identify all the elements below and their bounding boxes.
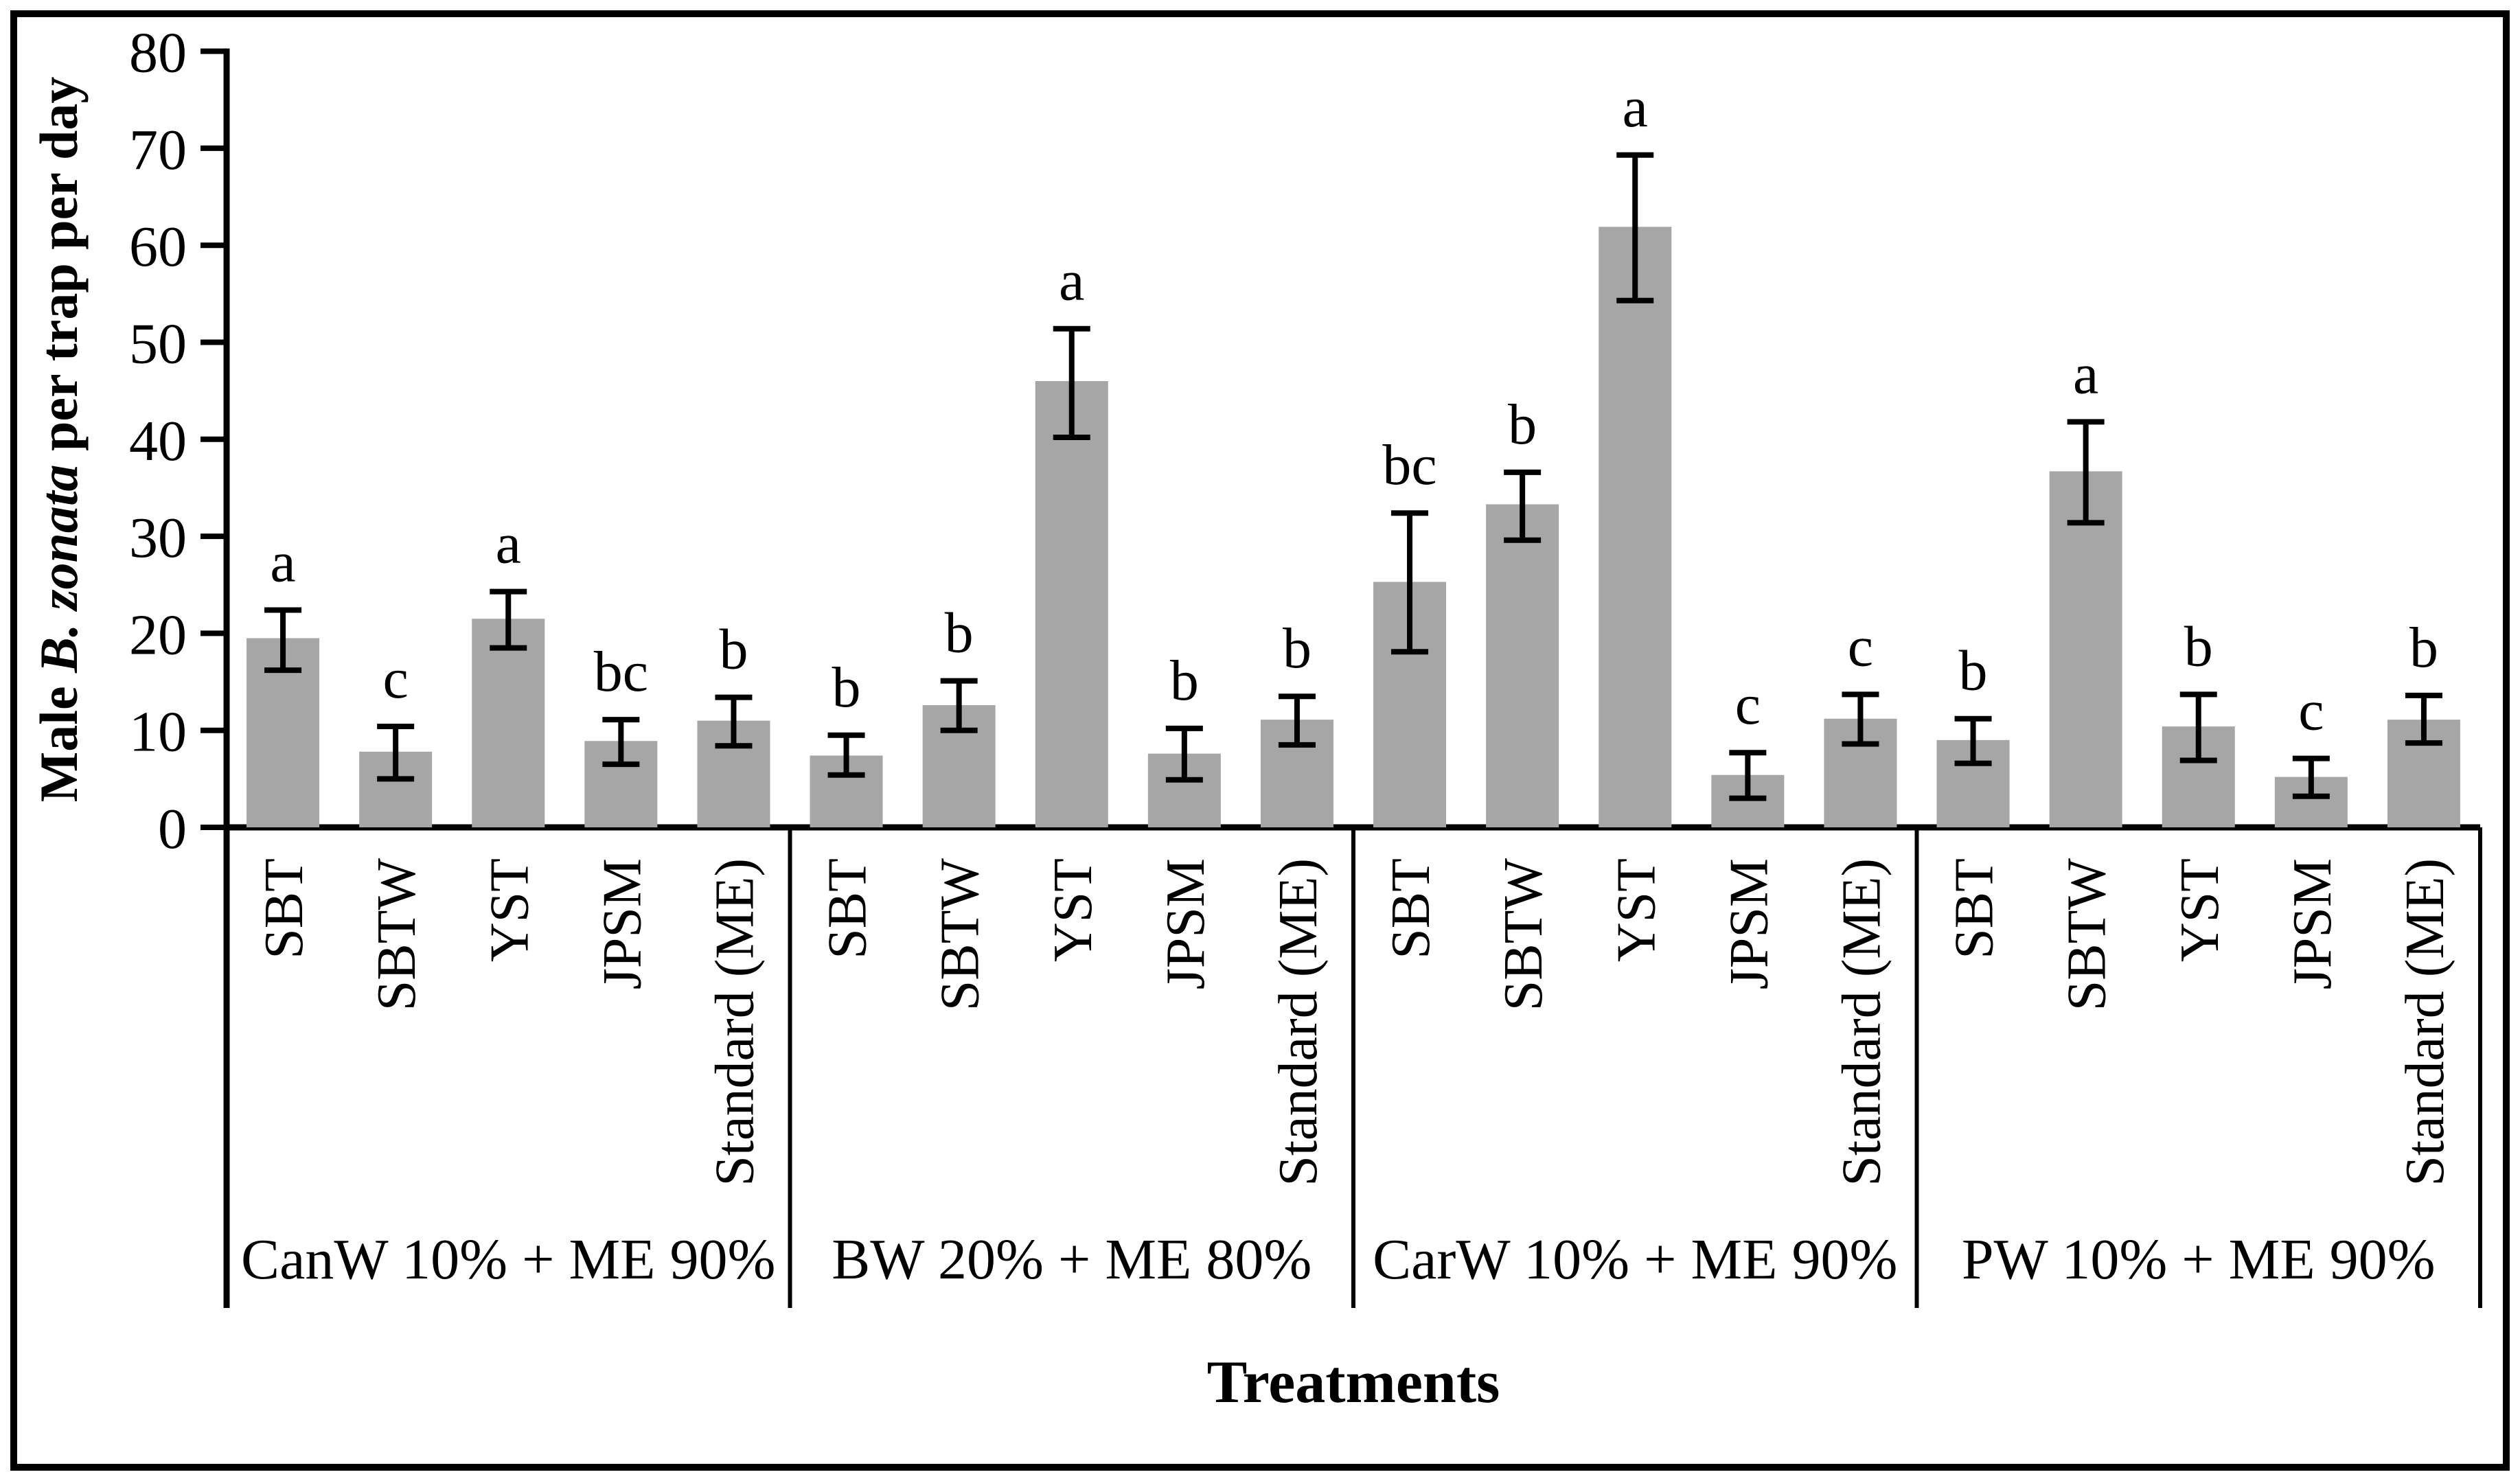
- bar-yst: [1035, 381, 1108, 827]
- y-axis-title-prefix: Male: [29, 673, 89, 802]
- significance-letter: b: [719, 618, 748, 682]
- bar-sbtw: [1486, 504, 1559, 827]
- y-tick-label: 10: [129, 700, 187, 764]
- y-tick-label: 30: [129, 506, 187, 570]
- chart-plot-area: 01020304050607080aSBTcSBTWaYSTbcJPSMbSta…: [10, 10, 2510, 1471]
- x-category-label: SBTW: [2057, 858, 2118, 1011]
- group-label: PW 10% + ME 90%: [1962, 1228, 2436, 1291]
- x-category-label: Standard (ME): [705, 858, 765, 1186]
- x-category-label: YST: [1043, 858, 1103, 962]
- significance-letter: b: [832, 656, 861, 720]
- y-tick-label: 40: [129, 409, 187, 473]
- x-category-label: SBTW: [367, 858, 427, 1011]
- significance-letter: bc: [1382, 433, 1436, 497]
- x-category-label: YST: [479, 858, 540, 962]
- bar-yst: [472, 619, 545, 827]
- y-axis-title-species: B. zonata: [29, 464, 89, 673]
- x-category-label: SBT: [1381, 858, 1441, 959]
- bar-sbtw: [2049, 471, 2122, 827]
- y-tick-label: 20: [129, 603, 187, 667]
- significance-letter: c: [1735, 673, 1761, 737]
- group-label: BW 20% + ME 80%: [832, 1228, 1311, 1291]
- significance-letter: b: [1959, 639, 1988, 703]
- x-category-label: YST: [2170, 858, 2230, 962]
- significance-letter: a: [1623, 76, 1648, 139]
- significance-letter: b: [2184, 615, 2213, 678]
- significance-letter: b: [945, 601, 974, 665]
- significance-letter: a: [1059, 249, 1084, 313]
- significance-letter: c: [1848, 615, 1873, 678]
- significance-letter: b: [1170, 649, 1199, 713]
- x-category-label: SBTW: [930, 858, 991, 1011]
- x-category-label: JPSM: [1719, 858, 1779, 989]
- y-tick-label: 70: [129, 118, 187, 182]
- x-category-label: Standard (ME): [1268, 858, 1329, 1186]
- x-axis-title: Treatments: [1207, 1349, 1500, 1416]
- y-tick-label: 60: [129, 215, 187, 279]
- y-tick-label: 50: [129, 312, 187, 376]
- group-label: CanW 10% + ME 90%: [241, 1228, 775, 1291]
- x-category-label: YST: [1606, 858, 1666, 962]
- y-tick-label: 0: [158, 797, 187, 861]
- x-category-label: JPSM: [2282, 858, 2343, 989]
- x-category-label: JPSM: [1156, 858, 1216, 989]
- y-tick-label: 80: [129, 21, 187, 85]
- y-axis-title: Male B. zonata per trap per day: [29, 77, 89, 803]
- y-axis-title-suffix: per trap per day: [29, 77, 89, 465]
- significance-letter: bc: [594, 640, 648, 704]
- significance-letter: a: [496, 512, 521, 576]
- x-category-label: SBT: [818, 858, 878, 959]
- x-category-label: Standard (ME): [1831, 858, 1892, 1186]
- significance-letter: b: [1508, 393, 1537, 457]
- x-category-label: SBT: [254, 858, 314, 959]
- bar-yst: [1599, 227, 1672, 827]
- group-label: CarW 10% + ME 90%: [1373, 1228, 1897, 1291]
- x-category-label: SBT: [1945, 858, 2005, 959]
- significance-letter: b: [2409, 616, 2438, 680]
- significance-letter: a: [2073, 342, 2098, 406]
- significance-letter: a: [270, 530, 295, 594]
- significance-letter: b: [1283, 617, 1311, 680]
- significance-letter: c: [2298, 679, 2324, 743]
- significance-letter: c: [383, 647, 409, 711]
- x-category-label: Standard (ME): [2395, 858, 2455, 1186]
- x-category-label: JPSM: [592, 858, 652, 989]
- x-category-label: SBTW: [1493, 858, 1554, 1011]
